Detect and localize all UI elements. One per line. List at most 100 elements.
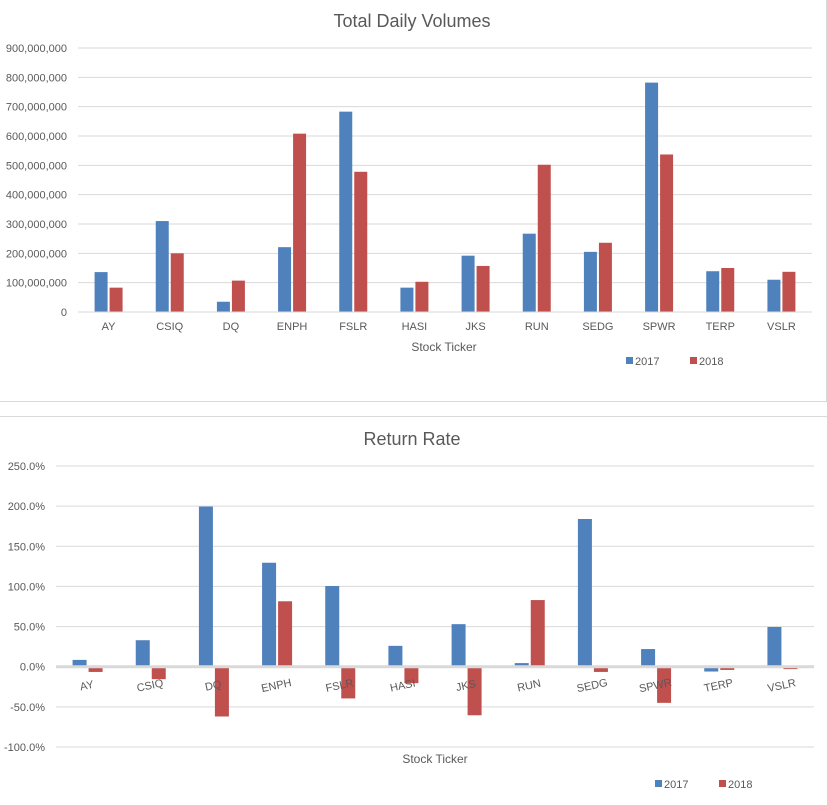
x-tick-label: VSLR — [766, 677, 797, 695]
bar-2017-FSLR — [339, 111, 353, 312]
bar-2017-JKS — [451, 624, 466, 667]
bar-2018-TERP — [720, 666, 735, 670]
y-tick-label: 0.0% — [20, 662, 45, 674]
bar-2018-DQ — [231, 280, 245, 312]
bar-2018-SPWR — [660, 154, 674, 312]
bar-2018-ENPH — [293, 133, 307, 312]
bar-2017-TERP — [704, 666, 719, 672]
x-tick-label: VSLR — [767, 321, 796, 333]
bar-2018-AY — [88, 666, 103, 672]
return-chart-panel: Return Rate -100.0% -50.0% 0.0% 50.0% 100.0%… — [0, 416, 827, 804]
x-tick-label: FSLR — [339, 321, 367, 333]
x-tick-label: ENPH — [277, 321, 308, 333]
bar-2017-FSLR — [325, 586, 340, 667]
bar-2017-SPWR — [645, 82, 659, 312]
y-tick-label: 600,000,000 — [6, 131, 67, 143]
bar-2017-VSLR — [767, 279, 781, 312]
bar-2017-ENPH — [278, 247, 292, 312]
bar-2017-HASI — [400, 287, 414, 312]
y-tick-label: 100.0% — [8, 581, 46, 593]
bar-2017-SPWR — [641, 649, 656, 667]
x-tick-label: HASI — [389, 678, 417, 695]
x-tick-label: CSIQ — [156, 321, 183, 333]
legend-label-2017: 2017 — [664, 779, 688, 791]
x-axis-label: Stock Ticker — [411, 340, 476, 354]
x-tick-label: CSIQ — [136, 677, 165, 694]
bar-2018-HASI — [415, 281, 429, 312]
x-tick-label: AY — [102, 321, 117, 333]
bar-2017-HASI — [388, 645, 403, 667]
bar-2017-DQ — [216, 301, 230, 312]
x-tick-label: JKS — [465, 321, 485, 333]
y-tick-label: 400,000,000 — [6, 190, 67, 202]
bar-2018-FSLR — [354, 171, 368, 312]
bar-2017-JKS — [461, 255, 475, 312]
bar-2018-SEDG — [593, 666, 608, 672]
x-tick-label: AY — [79, 679, 96, 694]
x-tick-label: RUN — [516, 678, 542, 695]
bar-2018-RUN — [537, 164, 551, 312]
bar-2018-JKS — [476, 265, 490, 312]
bar-2017-TERP — [706, 271, 720, 312]
y-tick-label: 900,000,000 — [6, 43, 67, 55]
bar-2018-FSLR — [341, 666, 356, 699]
return-chart: Return Rate -100.0% -50.0% 0.0% 50.0% 100.0%… — [4, 429, 814, 791]
bar-2018-SEDG — [598, 242, 612, 312]
bar-2018-SPWR — [657, 666, 672, 703]
bar-2017-SEDG — [577, 518, 592, 667]
bar-2018-VSLR — [782, 271, 796, 312]
bar-2018-CSIQ — [151, 666, 166, 680]
bar-2018-RUN — [530, 600, 545, 667]
bar-2018-JKS — [467, 666, 482, 716]
bar-2017-SEDG — [583, 251, 597, 312]
x-tick-label: ENPH — [260, 677, 292, 695]
y-tick-label: 0 — [61, 307, 67, 319]
volume-chart-panel: Total Daily Volumes 0 100,000,000 200,000,… — [0, 0, 827, 402]
x-tick-label: SEDG — [576, 677, 609, 695]
chart-title: Return Rate — [363, 429, 460, 449]
y-tick-label: 200.0% — [8, 501, 46, 513]
legend-label-2018: 2018 — [699, 356, 723, 368]
legend-swatch-2018 — [690, 357, 697, 364]
legend-swatch-2017 — [655, 780, 662, 787]
chart-title: Total Daily Volumes — [333, 11, 490, 31]
volume-chart: Total Daily Volumes 0 100,000,000 200,000,… — [6, 11, 812, 368]
y-tick-label: 200,000,000 — [6, 248, 67, 260]
bar-2017-RUN — [522, 233, 536, 312]
y-tick-label: 100,000,000 — [6, 278, 67, 290]
bar-2018-AY — [109, 287, 123, 312]
x-tick-label: DQ — [223, 321, 240, 333]
legend: 2017 2018 — [655, 779, 752, 791]
legend-label-2018: 2018 — [728, 779, 752, 791]
x-tick-label: SPWR — [643, 321, 676, 333]
legend-swatch-2017 — [626, 357, 633, 364]
bar-2017-AY — [72, 659, 87, 667]
x-tick-label: TERP — [703, 677, 734, 695]
legend-swatch-2018 — [719, 780, 726, 787]
x-tick-label: DQ — [204, 678, 223, 693]
bar-2017-CSIQ — [135, 640, 150, 667]
y-tick-label: 800,000,000 — [6, 72, 67, 84]
bar-2017-RUN — [514, 663, 529, 667]
bar-2017-ENPH — [262, 562, 277, 667]
y-tick-label: 700,000,000 — [6, 102, 67, 114]
x-tick-label: TERP — [706, 321, 735, 333]
y-tick-label: 250.0% — [8, 461, 46, 473]
x-tick-label: FSLR — [325, 677, 355, 695]
x-tick-label: RUN — [525, 321, 549, 333]
x-tick-label: JKS — [455, 678, 477, 694]
bar-2017-AY — [94, 272, 108, 312]
x-axis-label: Stock Ticker — [402, 752, 467, 766]
bar-2018-TERP — [721, 268, 735, 312]
bar-2018-DQ — [214, 666, 229, 717]
bar-2018-CSIQ — [170, 253, 184, 312]
bar-2017-DQ — [198, 506, 213, 667]
y-tick-label: -50.0% — [10, 702, 45, 714]
y-tick-label: 150.0% — [8, 541, 46, 553]
bar-2018-HASI — [404, 666, 419, 684]
y-tick-label: -100.0% — [4, 742, 45, 754]
bar-2017-VSLR — [767, 626, 782, 667]
y-tick-label: 300,000,000 — [6, 219, 67, 231]
legend: 2017 2018 — [626, 356, 723, 368]
legend-label-2017: 2017 — [635, 356, 659, 368]
